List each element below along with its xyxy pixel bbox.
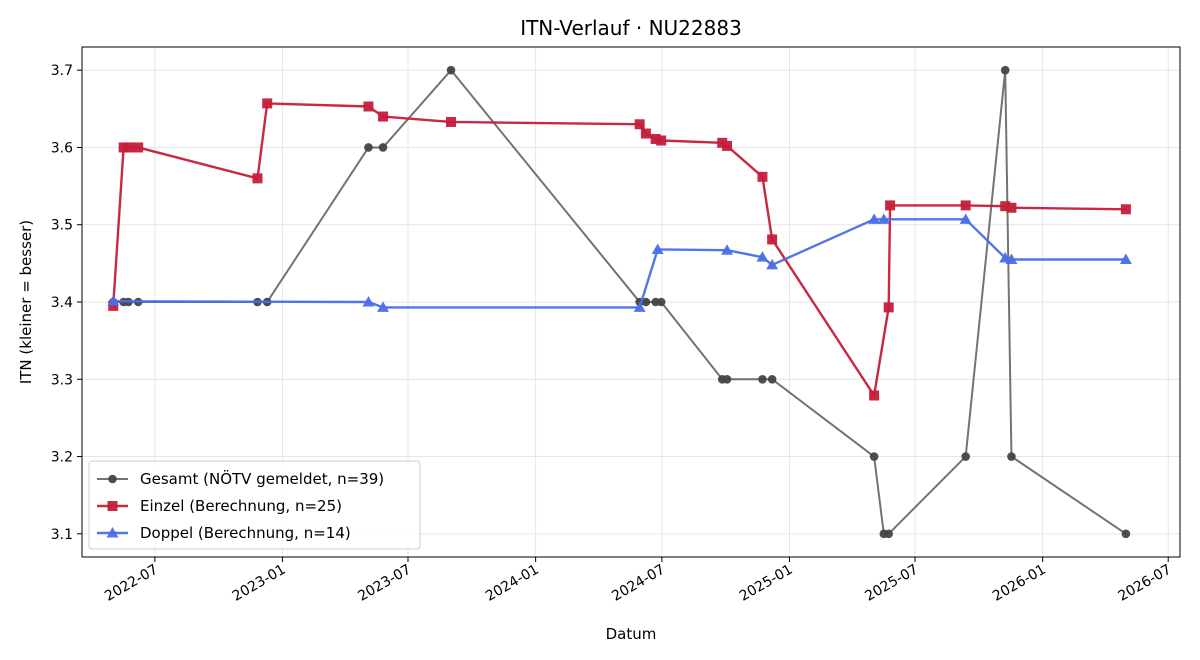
data-point: [656, 297, 666, 307]
chart-title: ITN-Verlauf · NU22883: [520, 16, 742, 40]
legend-label: Gesamt (NÖTV gemeldet, n=39): [140, 469, 384, 488]
data-point: [378, 143, 388, 152]
data-point: [446, 65, 456, 75]
data-point: [758, 374, 767, 384]
data-point: [1120, 204, 1131, 215]
data-point: [362, 296, 375, 307]
data-point: [633, 301, 646, 312]
y-tick-label: 3.6: [51, 140, 73, 156]
series-square: [108, 98, 1131, 401]
data-point: [364, 143, 373, 152]
y-axis: 3.1 3.2 3.3 3.4 3.5 3.6 3.7: [51, 63, 82, 543]
data-point: [961, 452, 970, 461]
data-point: [446, 116, 457, 127]
legend-marker: [106, 527, 119, 538]
y-tick-label: 3.3: [51, 372, 73, 388]
series-triangle: [107, 213, 1132, 312]
x-tick-label: 2024-01: [483, 562, 542, 605]
data-point: [640, 128, 651, 139]
data-point: [766, 258, 779, 270]
data-point: [123, 142, 134, 153]
data-point: [959, 213, 972, 224]
legend-label: Einzel (Berechnung, n=25): [140, 497, 342, 515]
data-point: [884, 529, 893, 539]
data-point: [722, 374, 732, 384]
data-point: [869, 390, 880, 401]
data-point: [722, 140, 733, 151]
data-point: [107, 295, 120, 306]
data-point: [767, 374, 777, 384]
data-point: [133, 142, 144, 153]
data-point: [1121, 529, 1131, 539]
x-tick-label: 2023-07: [355, 562, 414, 605]
data-point: [721, 244, 734, 255]
grid: [82, 47, 1180, 557]
data-point: [1006, 202, 1017, 213]
data-point: [641, 297, 651, 307]
data-point: [756, 251, 769, 262]
data-point: [1007, 452, 1016, 461]
data-point: [885, 200, 896, 211]
data-point: [252, 173, 263, 184]
y-tick-label: 3.4: [51, 295, 73, 311]
x-tick-label: 2026-01: [990, 562, 1049, 605]
data-point: [960, 200, 971, 211]
data-point: [651, 243, 664, 254]
x-tick-label: 2025-07: [862, 562, 921, 605]
legend-label: Doppel (Berechnung, n=14): [140, 524, 351, 542]
data-point: [1005, 253, 1018, 264]
data-point: [869, 452, 879, 461]
data-point: [877, 213, 890, 224]
data-point: [883, 302, 894, 313]
x-tick-label: 2026-07: [1116, 562, 1175, 605]
x-axis: 2022-07 2023-01 2023-07 2024-01 2024-07 2025-…: [102, 557, 1174, 605]
data-point: [868, 213, 881, 224]
x-axis-label: Datum: [606, 625, 657, 643]
data-point: [262, 98, 273, 109]
data-point: [363, 101, 374, 112]
legend-marker: [107, 501, 118, 511]
series-line: [113, 218, 1126, 309]
legend: Gesamt (NÖTV gemeldet, n=39) Einzel (Bere…: [88, 460, 421, 550]
x-tick-label: 2025-01: [737, 562, 796, 605]
x-tick-label: 2023-01: [230, 562, 289, 605]
y-tick-label: 3.2: [51, 450, 73, 466]
legend-box: [88, 460, 421, 550]
x-tick-label: 2022-07: [102, 562, 161, 605]
data-point: [1000, 201, 1011, 212]
data-point: [757, 171, 768, 182]
data-point: [634, 119, 645, 130]
data-point: [1000, 65, 1010, 75]
data-point: [108, 300, 119, 311]
data-point: [378, 111, 389, 122]
y-tick-label: 3.1: [51, 527, 73, 543]
data-point: [767, 234, 778, 245]
y-tick-label: 3.5: [51, 218, 73, 234]
data-point: [656, 135, 667, 146]
data-point: [650, 133, 661, 144]
data-point: [1119, 253, 1132, 264]
x-tick-label: 2024-07: [609, 562, 668, 605]
series-group: [107, 65, 1132, 539]
legend-marker: [108, 474, 117, 484]
y-axis-label: ITN (kleiner = besser): [17, 220, 35, 384]
y-tick-label: 3.7: [51, 63, 73, 79]
data-point: [377, 301, 390, 312]
